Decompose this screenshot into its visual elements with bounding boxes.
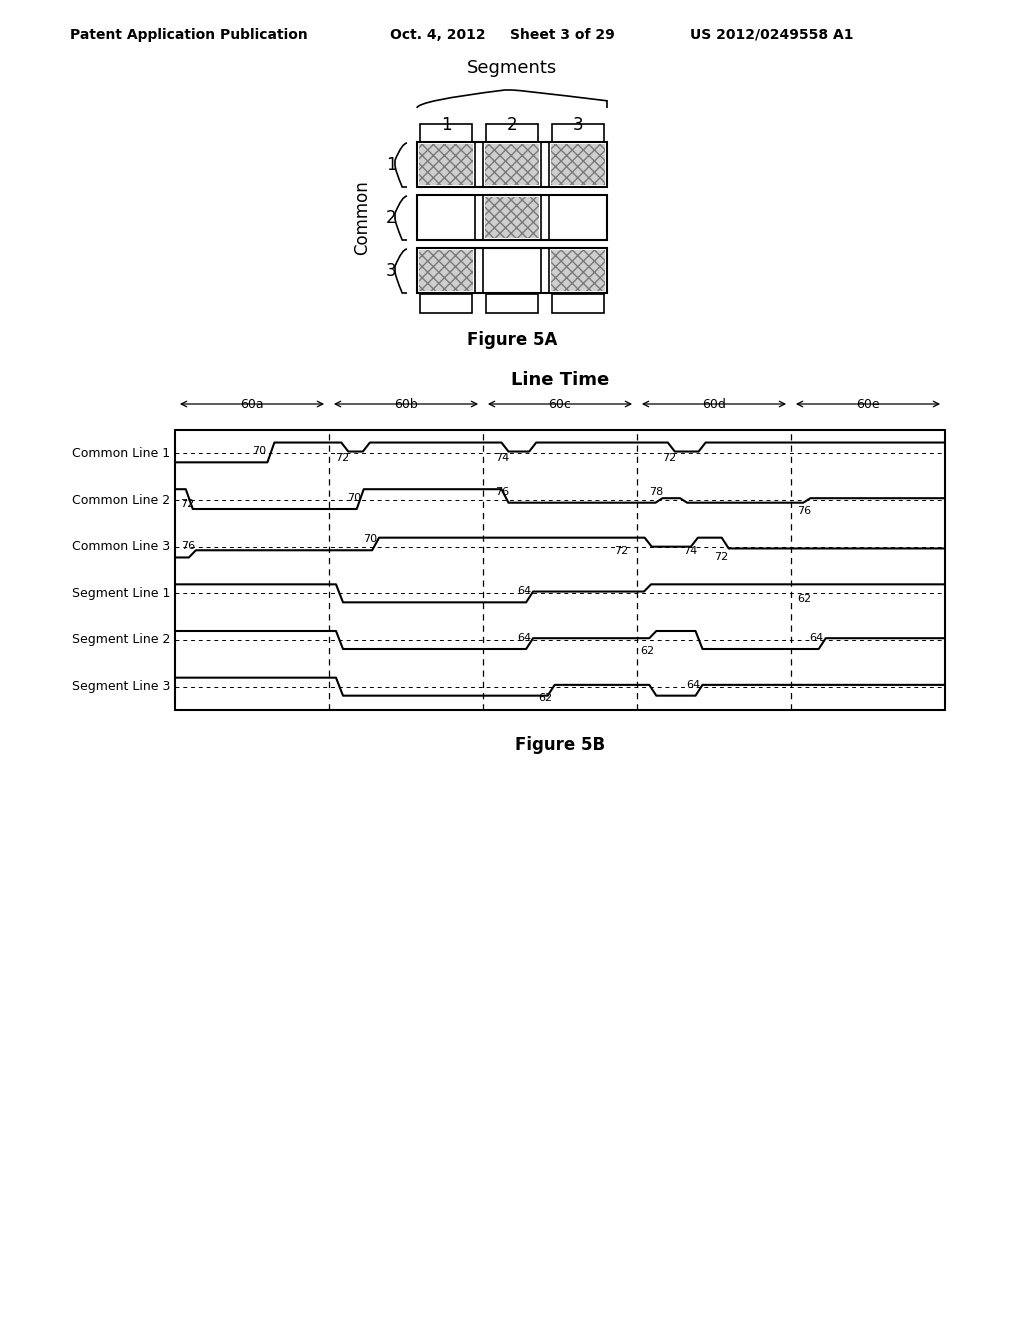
Bar <box>419 249 473 290</box>
Bar <box>420 294 472 313</box>
Text: Line Time: Line Time <box>511 371 609 389</box>
Text: 72: 72 <box>335 453 349 462</box>
Text: US 2012/0249558 A1: US 2012/0249558 A1 <box>690 28 853 42</box>
Bar <box>549 248 607 293</box>
Text: 62: 62 <box>539 693 553 702</box>
Text: 70: 70 <box>362 535 377 544</box>
Bar <box>552 124 604 143</box>
Text: 64: 64 <box>517 586 531 597</box>
Text: 60e: 60e <box>856 397 880 411</box>
Text: 76: 76 <box>797 506 811 516</box>
Text: 62: 62 <box>797 594 811 605</box>
Bar <box>486 294 538 313</box>
Text: 64: 64 <box>810 634 823 643</box>
Text: Common Line 1: Common Line 1 <box>72 447 170 459</box>
Text: Common: Common <box>353 181 371 255</box>
Text: Common Line 2: Common Line 2 <box>72 494 170 507</box>
Text: 72: 72 <box>662 453 676 462</box>
Text: 60c: 60c <box>549 397 571 411</box>
Text: 2: 2 <box>386 209 396 227</box>
Text: 70: 70 <box>347 492 361 503</box>
Text: 76: 76 <box>181 541 196 552</box>
Bar <box>417 143 475 187</box>
Text: 64: 64 <box>686 680 700 689</box>
Text: 60a: 60a <box>241 397 264 411</box>
Text: Segment Line 1: Segment Line 1 <box>72 587 170 599</box>
Text: 60d: 60d <box>702 397 726 411</box>
Bar <box>552 294 604 313</box>
Text: Figure 5B: Figure 5B <box>515 737 605 754</box>
Text: 78: 78 <box>649 487 664 496</box>
Text: 76: 76 <box>496 487 510 496</box>
Text: 3: 3 <box>386 261 396 280</box>
Bar <box>417 195 607 240</box>
Bar <box>486 124 538 143</box>
Bar <box>551 144 605 185</box>
Text: Patent Application Publication: Patent Application Publication <box>70 28 308 42</box>
Bar <box>419 144 473 185</box>
Bar <box>485 144 539 185</box>
Text: 3: 3 <box>572 116 584 135</box>
Text: 1: 1 <box>386 156 396 174</box>
Text: Segment Line 2: Segment Line 2 <box>72 634 170 647</box>
Bar <box>549 195 607 240</box>
Bar <box>417 143 607 187</box>
Text: 2: 2 <box>507 116 517 135</box>
Text: Sheet 3 of 29: Sheet 3 of 29 <box>510 28 614 42</box>
Text: 74: 74 <box>683 545 697 556</box>
Text: 72: 72 <box>614 545 628 556</box>
Text: 72: 72 <box>179 499 194 510</box>
Text: Figure 5A: Figure 5A <box>467 331 557 348</box>
Text: 60b: 60b <box>394 397 418 411</box>
Bar <box>417 195 475 240</box>
Text: 72: 72 <box>714 553 728 562</box>
Text: Common Line 3: Common Line 3 <box>72 540 170 553</box>
Bar <box>549 143 607 187</box>
Text: 62: 62 <box>640 647 654 656</box>
Bar <box>485 197 539 238</box>
Text: 1: 1 <box>440 116 452 135</box>
Bar <box>420 124 472 143</box>
Bar <box>417 248 475 293</box>
Bar <box>417 248 607 293</box>
Bar <box>483 248 541 293</box>
Text: 70: 70 <box>252 446 266 457</box>
Text: Oct. 4, 2012: Oct. 4, 2012 <box>390 28 485 42</box>
Bar <box>551 249 605 290</box>
Bar <box>483 143 541 187</box>
Bar <box>175 430 945 710</box>
Bar <box>483 195 541 240</box>
Text: Segments: Segments <box>467 59 557 77</box>
Text: 64: 64 <box>517 634 531 643</box>
Text: Segment Line 3: Segment Line 3 <box>72 680 170 693</box>
Text: 74: 74 <box>496 453 510 462</box>
